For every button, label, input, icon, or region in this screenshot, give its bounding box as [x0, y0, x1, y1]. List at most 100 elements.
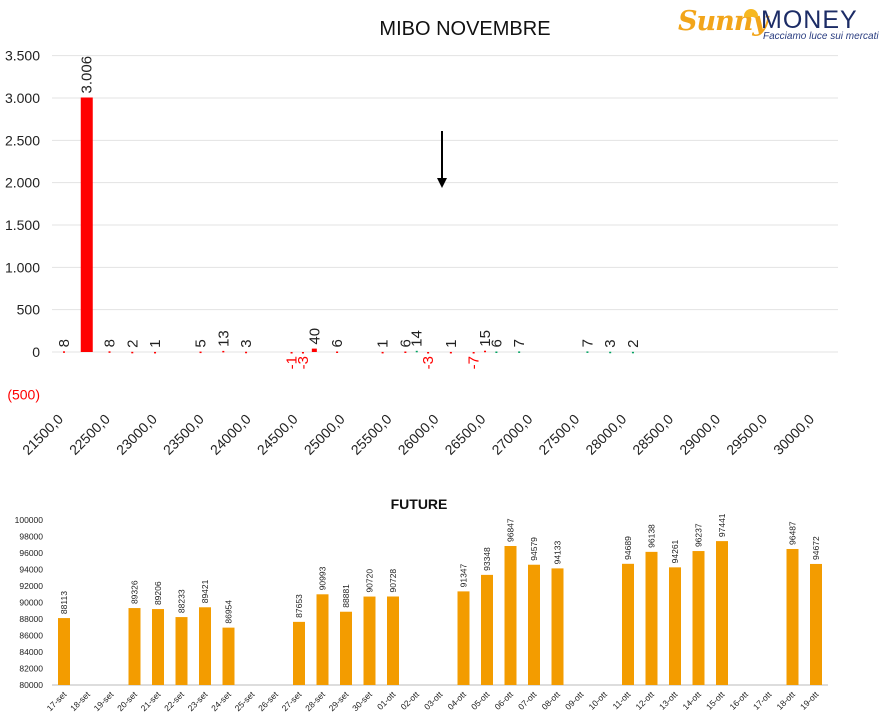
- y-tick-label: 2.000: [5, 175, 40, 191]
- future-value-label: 90728: [388, 569, 398, 593]
- future-value-label: 94133: [553, 540, 563, 564]
- option-bar: [222, 350, 225, 353]
- option-bar: [199, 351, 202, 354]
- y-tick-label: 3.500: [5, 48, 40, 64]
- future-bar: [669, 567, 681, 685]
- option-bar: [415, 350, 418, 353]
- future-x-tick-label: 21-set: [139, 689, 163, 713]
- logo-tagline: Facciamo luce sui mercati: [763, 31, 879, 42]
- bar-value-label: 5: [193, 339, 210, 347]
- future-bar: [504, 546, 517, 685]
- bar-value-label: -3: [420, 356, 437, 369]
- option-bar: [301, 352, 304, 354]
- future-x-tick-label: 29-set: [327, 689, 351, 713]
- future-x-tick-label: 22-set: [162, 689, 186, 713]
- y-tick-label: 500: [17, 302, 41, 318]
- future-x-tick-label: 18-ott: [774, 689, 797, 712]
- future-x-tick-label: 16-ott: [727, 689, 750, 712]
- future-x-tick-label: 14-ott: [680, 689, 703, 712]
- option-bar: [631, 351, 634, 354]
- x-tick-label: 25000,0: [301, 411, 348, 458]
- future-bar: [457, 591, 470, 685]
- future-y-tick-label: 98000: [19, 532, 43, 542]
- future-value-label: 96138: [647, 524, 657, 548]
- x-tick-label: 24500,0: [254, 411, 301, 458]
- future-value-label: 90993: [318, 566, 328, 590]
- future-value-label: 94672: [811, 536, 821, 560]
- future-x-tick-label: 17-set: [45, 689, 69, 713]
- future-x-tick-label: 15-ott: [704, 689, 727, 712]
- option-bar: [484, 350, 487, 353]
- bar-value-label: -7: [466, 356, 483, 369]
- bar-value-label: 6: [329, 339, 346, 347]
- x-tick-label: 24000,0: [207, 411, 254, 458]
- x-tick-label: 29000,0: [676, 411, 723, 458]
- option-bar: [472, 352, 475, 354]
- future-bar: [316, 594, 329, 685]
- bar-value-label: 6: [488, 339, 505, 347]
- future-x-tick-label: 03-ott: [422, 689, 445, 712]
- future-x-tick-label: 08-ott: [539, 689, 562, 712]
- future-value-label: 88881: [341, 584, 351, 608]
- bar-value-label: -3: [295, 356, 312, 369]
- future-bar: [340, 611, 352, 685]
- future-x-tick-label: 04-ott: [445, 689, 468, 712]
- future-bar: [363, 596, 376, 685]
- future-bar: [293, 621, 305, 685]
- future-x-tick-label: 02-ott: [398, 689, 421, 712]
- option-bar: [404, 351, 407, 353]
- future-y-tick-label: 96000: [19, 548, 43, 558]
- future-y-tick-label: 86000: [19, 631, 43, 641]
- bar-value-label: 3.006: [79, 56, 96, 94]
- bar-value-label: 1: [375, 340, 392, 348]
- y-tick-label: 2.500: [5, 132, 40, 148]
- future-bar: [175, 617, 188, 685]
- option-bar: [63, 351, 65, 353]
- chart-title: MIBO NOVEMBRE: [379, 18, 551, 40]
- option-bar: [427, 352, 430, 354]
- bar-value-label: 40: [306, 328, 323, 345]
- future-bar: [58, 618, 70, 685]
- future-y-tick-label: 100000: [15, 515, 44, 525]
- future-bar: [692, 551, 705, 685]
- future-bar: [128, 608, 141, 685]
- future-title: FUTURE: [391, 496, 448, 512]
- option-bar: [131, 351, 134, 354]
- future-value-label: 88113: [59, 591, 69, 614]
- future-value-label: 87653: [294, 594, 304, 618]
- future-x-tick-label: 11-ott: [610, 689, 632, 711]
- x-tick-label: 29500,0: [723, 411, 770, 458]
- future-x-tick-label: 28-set: [303, 689, 327, 713]
- future-x-tick-label: 19-ott: [798, 689, 821, 712]
- option-bar: [108, 351, 111, 353]
- option-bar: [586, 351, 589, 353]
- future-x-tick-label: 25-set: [233, 689, 257, 713]
- x-tick-label: 26500,0: [441, 411, 488, 458]
- future-x-tick-label: 26-set: [256, 689, 280, 713]
- future-x-tick-label: 10-ott: [586, 689, 609, 712]
- bar-value-label: 15: [477, 330, 494, 347]
- x-tick-label: 23500,0: [160, 411, 207, 458]
- bar-value-label: 3: [602, 339, 619, 347]
- bar-value-label: 1: [443, 340, 460, 348]
- bar-value-label: 2: [124, 339, 141, 347]
- future-bar: [786, 548, 799, 685]
- future-bar: [528, 564, 540, 685]
- future-x-tick-label: 23-set: [186, 689, 210, 713]
- future-x-tick-label: 12-ott: [633, 689, 656, 712]
- future-value-label: 97441: [717, 513, 727, 537]
- future-value-label: 86954: [224, 600, 234, 624]
- future-x-tick-label: 05-ott: [469, 689, 492, 712]
- future-x-tick-label: 19-set: [92, 689, 116, 713]
- future-x-tick-label: 27-set: [280, 689, 304, 713]
- x-tick-label: 28500,0: [629, 411, 676, 458]
- future-bar: [199, 607, 211, 685]
- future-bar: [551, 568, 564, 685]
- future-bar: [716, 541, 728, 685]
- future-value-label: 93348: [482, 547, 492, 571]
- future-value-label: 89206: [153, 581, 163, 605]
- future-x-tick-label: 17-ott: [751, 689, 774, 712]
- future-value-label: 90720: [365, 569, 375, 593]
- bar-value-label: 8: [102, 339, 119, 347]
